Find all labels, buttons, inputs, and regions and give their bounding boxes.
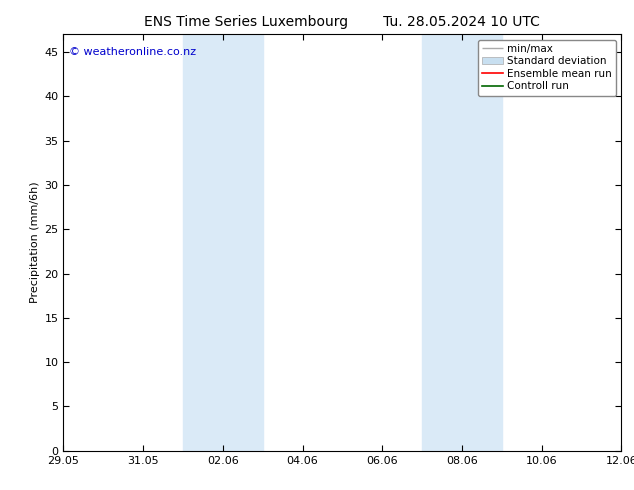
Text: © weatheronline.co.nz: © weatheronline.co.nz: [69, 47, 196, 57]
Bar: [422, 34, 501, 451]
Y-axis label: Precipitation (mm/6h): Precipitation (mm/6h): [30, 182, 40, 303]
Legend: min/max, Standard deviation, Ensemble mean run, Controll run: min/max, Standard deviation, Ensemble me…: [478, 40, 616, 96]
Bar: [183, 34, 262, 451]
Title: ENS Time Series Luxembourg        Tu. 28.05.2024 10 UTC: ENS Time Series Luxembourg Tu. 28.05.202…: [145, 15, 540, 29]
